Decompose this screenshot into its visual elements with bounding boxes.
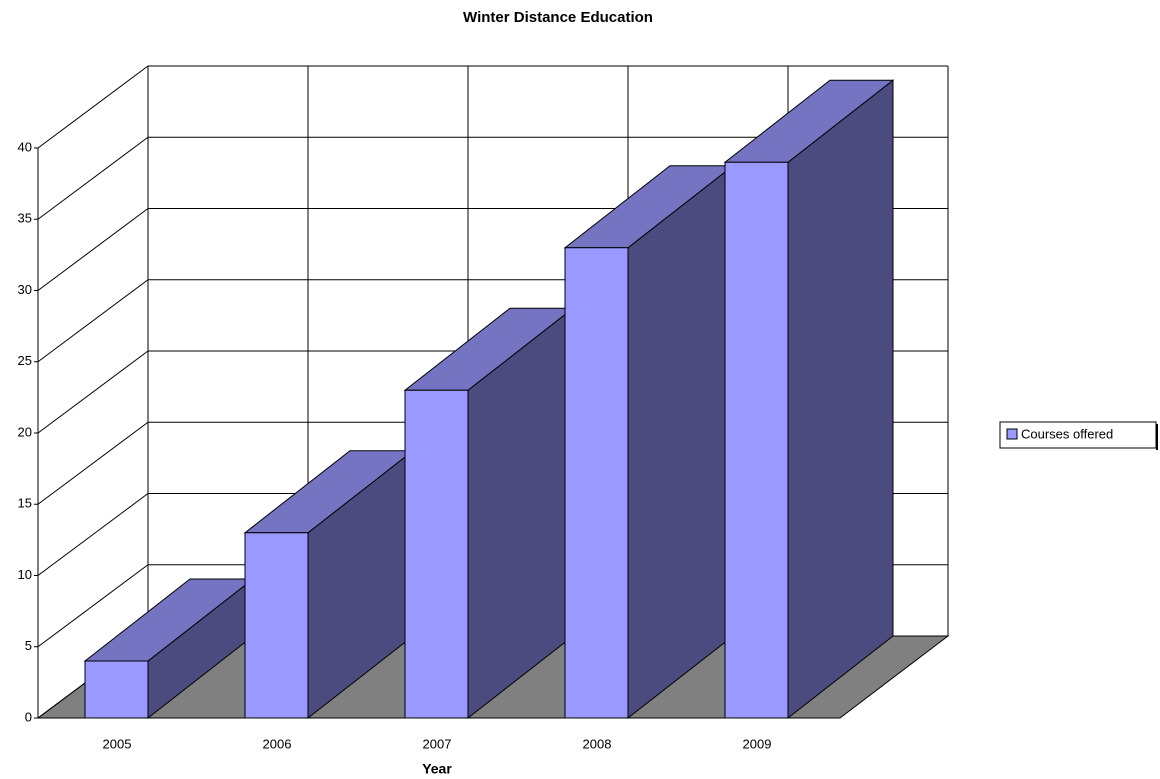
bar <box>404 389 469 719</box>
y-tick-label: 15 <box>18 496 32 511</box>
y-tick-label: 20 <box>18 424 32 439</box>
y-tick-label: 40 <box>18 139 32 154</box>
legend-swatch <box>1006 428 1018 440</box>
legend-label: Courses offered <box>1021 426 1113 441</box>
bar <box>84 660 149 719</box>
y-tick-label: 25 <box>18 353 32 368</box>
y-tick-label: 10 <box>18 567 32 582</box>
x-tick-label: 2008 <box>583 736 612 751</box>
grid-line <box>37 421 149 505</box>
grid-line <box>37 65 149 149</box>
bar <box>244 532 309 719</box>
y-tick-label: 30 <box>18 282 32 297</box>
bar <box>564 247 629 719</box>
bar-side <box>627 164 734 720</box>
x-tick-label: 2005 <box>103 736 132 751</box>
x-tick-label: 2006 <box>263 736 292 751</box>
bar-side <box>787 79 894 720</box>
chart-title: Winter Distance Education <box>463 9 653 26</box>
x-axis-label: Year <box>422 761 452 777</box>
grid-line <box>37 493 149 576</box>
grid-line <box>37 350 149 434</box>
x-tick-label: 2009 <box>743 736 772 751</box>
grid-line <box>37 564 149 648</box>
grid-line <box>37 208 149 291</box>
grid-line <box>37 136 149 220</box>
y-tick-label: 0 <box>25 709 32 724</box>
grid-line <box>37 279 149 363</box>
x-tick-label: 2007 <box>423 736 452 751</box>
y-tick-label: 5 <box>25 638 32 653</box>
bar <box>724 161 789 719</box>
y-tick-label: 35 <box>18 211 32 226</box>
